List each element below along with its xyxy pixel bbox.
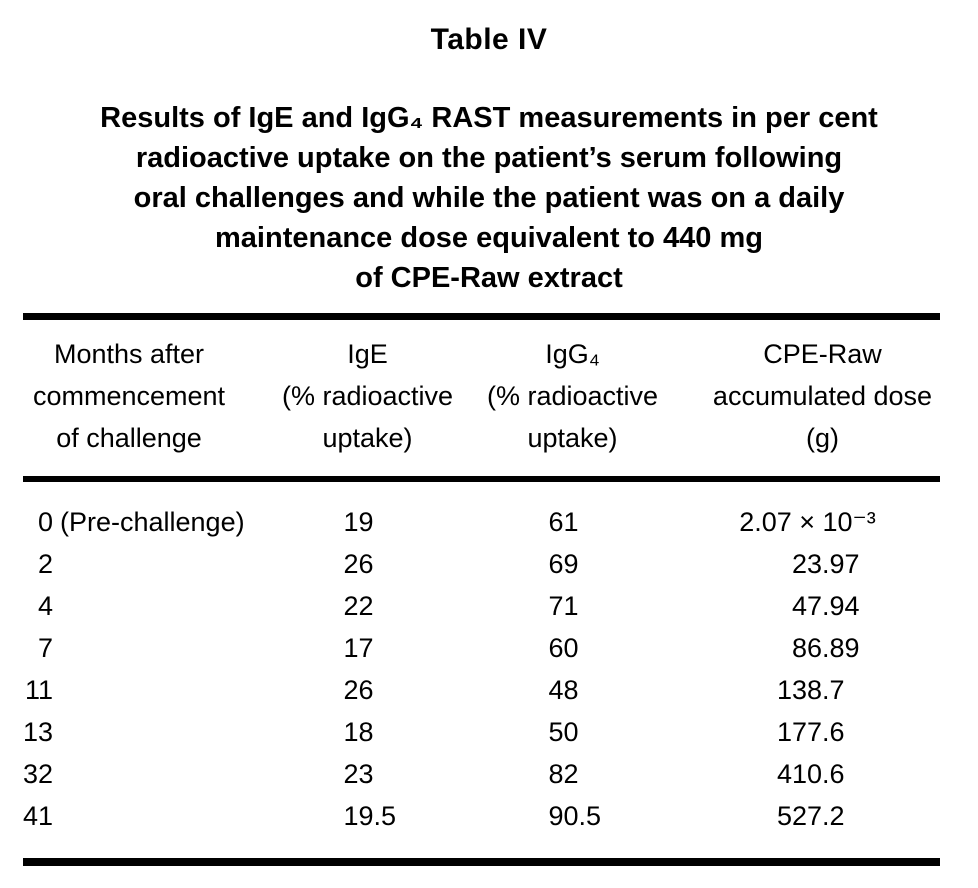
dose-int: 138 [776,675,822,705]
dose-value: 527.2 [675,795,940,837]
ige-value: 19 [343,507,374,537]
dose-value: 2.07 × 10⁻³ [675,501,940,543]
ige-cell: 18 [265,711,470,753]
data-table: Months after commencement of challenge I… [23,313,940,866]
dose-value: 23.97 [675,543,940,585]
dose-cell: 23.97 [675,543,940,585]
ige-cell: 22 [265,585,470,627]
ige-cell: 19 [265,479,470,543]
dose-text: 2.07 × 10⁻³ [739,507,876,537]
month-cell: 7 [23,627,265,669]
month-cell: 41 [23,795,265,862]
table-title: Table IV [430,23,548,56]
table-row: 41 19.5 90.5 527.2 [23,795,940,862]
dose-int: 177 [776,717,822,747]
month-cell: 11 [23,669,265,711]
igg4-cell: 60 [470,627,675,669]
ige-value: 19.5 [343,801,397,831]
month-cell: 0 (Pre-challenge) [23,479,265,543]
dose-int: 86 [791,633,822,663]
ige-value: 22 [343,591,374,621]
igg4-value: 90.5 [548,801,602,831]
table-row: 11 26 48 138.7 [23,669,940,711]
month-value: 2 [37,549,53,579]
dose-cell: 410.6 [675,753,940,795]
table-row: 7 17 60 86.89 [23,627,940,669]
igg4-cell: 90.5 [470,795,675,862]
table-row: 32 23 82 410.6 [23,753,940,795]
igg4-cell: 82 [470,753,675,795]
dose-value: 410.6 [675,753,940,795]
month-value: 4 [37,591,53,621]
dose-int: 527 [776,801,822,831]
igg4-value: 50 [548,717,579,747]
col-header-igg4: IgG₄ (% radioactive uptake) [470,316,675,482]
table-row: 4 22 71 47.94 [23,585,940,627]
igg4-value: 48 [548,675,579,705]
table-row: 0 (Pre-challenge) 19 61 2.07 × 10⁻³ [23,479,940,543]
igg4-cell: 71 [470,585,675,627]
igg4-cell: 50 [470,711,675,753]
ige-cell: 26 [265,669,470,711]
dose-value: 86.89 [675,627,940,669]
dose-value: 177.6 [675,711,940,753]
ige-value: 26 [343,675,374,705]
ige-value: 26 [343,549,374,579]
month-value: 41 [23,801,54,831]
col-header-months: Months after commencement of challenge [23,316,265,482]
dose-value: 47.94 [675,585,940,627]
dose-value: 138.7 [675,669,940,711]
dose-frac: .6 [822,759,845,789]
dose-int: 47 [791,591,822,621]
dose-frac: .97 [822,549,860,579]
table-body: 0 (Pre-challenge) 19 61 2.07 × 10⁻³ 2 26 69 23.9… [23,479,940,862]
month-value: 13 [23,717,54,747]
table-caption: Results of IgE and IgG₄ RAST measurement… [100,102,878,294]
dose-cell: 138.7 [675,669,940,711]
dose-frac: .6 [822,717,845,747]
igg4-value: 71 [548,591,579,621]
col-header-ige: IgE (% radioactive uptake) [265,316,470,482]
ige-cell: 19.5 [265,795,470,862]
igg4-cell: 61 [470,479,675,543]
month-value: 0 [37,507,53,537]
table-row: 2 26 69 23.97 [23,543,940,585]
igg4-value: 69 [548,549,579,579]
igg4-value: 82 [548,759,579,789]
dose-int: 23 [791,549,822,579]
dose-cell: 177.6 [675,711,940,753]
igg4-value: 60 [548,633,579,663]
dose-frac: .7 [822,675,845,705]
ige-cell: 26 [265,543,470,585]
month-note: (Pre-challenge) [60,507,245,537]
dose-cell: 47.94 [675,585,940,627]
ige-cell: 23 [265,753,470,795]
dose-cell: 86.89 [675,627,940,669]
month-value: 32 [23,759,54,789]
month-cell: 2 [23,543,265,585]
igg4-cell: 69 [470,543,675,585]
month-value: 11 [24,675,53,705]
dose-frac: .89 [822,633,860,663]
table-row: 13 18 50 177.6 [23,711,940,753]
ige-value: 18 [343,717,374,747]
igg4-cell: 48 [470,669,675,711]
ige-value: 23 [343,759,374,789]
ige-cell: 17 [265,627,470,669]
header-row: Months after commencement of challenge I… [23,316,940,482]
col-header-dose: CPE-Raw accumulated dose (g) [675,316,940,482]
month-cell: 4 [23,585,265,627]
igg4-value: 61 [548,507,579,537]
dose-frac: .2 [822,801,845,831]
ige-value: 17 [343,633,374,663]
dose-int: 410 [776,759,822,789]
dose-frac: .94 [822,591,860,621]
month-cell: 13 [23,711,265,753]
table-head: Months after commencement of challenge I… [23,316,940,482]
month-value: 7 [37,633,53,663]
month-cell: 32 [23,753,265,795]
dose-cell: 527.2 [675,795,940,862]
dose-cell: 2.07 × 10⁻³ [675,479,940,543]
